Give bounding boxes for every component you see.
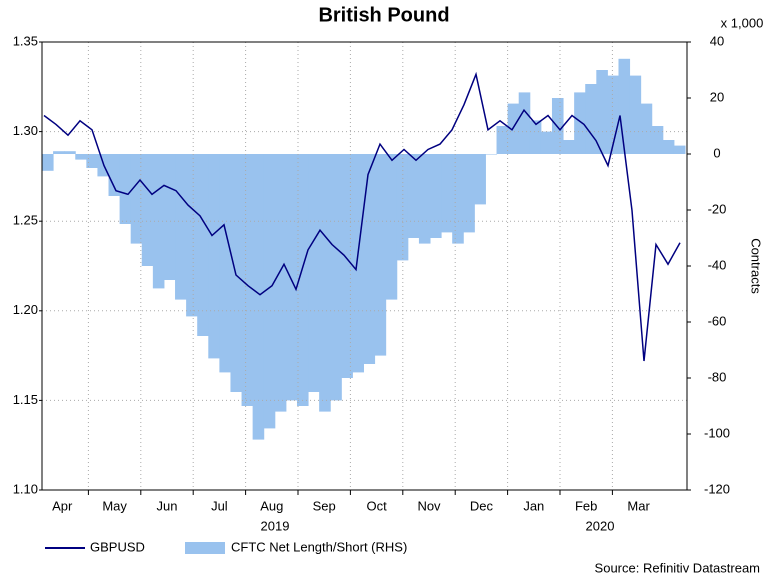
- y2-axis-title: Contracts: [749, 238, 764, 294]
- x-tick-label: Aug: [260, 498, 283, 513]
- y2-tick-label: -80: [708, 369, 727, 384]
- y2-tick-label: 0: [713, 145, 720, 160]
- cftc-step: [163, 154, 176, 280]
- year-label: 2020: [586, 518, 615, 533]
- cftc-step: [296, 154, 309, 406]
- x-tick-label: Apr: [52, 498, 73, 513]
- x-tick-label: Oct: [366, 498, 387, 513]
- cftc-step: [219, 154, 231, 373]
- cftc-step: [352, 154, 364, 373]
- cftc-step: [396, 154, 409, 261]
- cftc-step: [197, 154, 209, 336]
- x-tick-label: Nov: [417, 498, 441, 513]
- x-tick-label: Dec: [470, 498, 494, 513]
- cftc-step: [53, 151, 65, 154]
- cftc-step: [407, 154, 420, 238]
- y2-tick-label: -60: [708, 313, 727, 328]
- cftc-step: [574, 92, 586, 154]
- cftc-step: [119, 154, 132, 224]
- legend-label: CFTC Net Length/Short (RHS): [231, 539, 407, 554]
- cftc-step: [629, 75, 642, 154]
- cftc-step: [418, 154, 431, 244]
- cftc-step: [241, 154, 254, 406]
- cftc-step: [485, 154, 498, 155]
- legend-area: [185, 542, 225, 554]
- x-tick-label: Jun: [157, 498, 178, 513]
- y2-tick-label: 40: [710, 33, 724, 48]
- cftc-step: [175, 154, 187, 300]
- y2-tick-label: 20: [710, 89, 724, 104]
- cftc-step: [529, 120, 542, 154]
- cftc-step: [141, 154, 154, 266]
- source: Source: Refinitiv Datastream: [595, 560, 760, 575]
- cftc-step: [640, 103, 653, 154]
- cftc-step: [186, 154, 198, 317]
- y2-unit: x 1,000: [721, 15, 764, 30]
- cftc-step: [385, 154, 398, 300]
- gbpusd-line: [43, 71, 681, 362]
- legend-label: GBPUSD: [90, 539, 145, 554]
- cftc-step: [363, 154, 376, 364]
- y-tick-label: 1.20: [13, 302, 38, 317]
- cftc-step: [208, 154, 220, 359]
- cftc-step: [563, 140, 575, 154]
- cftc-step: [75, 154, 87, 160]
- cftc-step: [441, 154, 453, 233]
- y2-tick-label: -120: [704, 481, 730, 496]
- cftc-step: [108, 154, 121, 196]
- cftc-step: [540, 131, 553, 154]
- chart-title: British Pound: [318, 4, 449, 26]
- y-tick-label: 1.35: [13, 33, 38, 48]
- cftc-step: [463, 154, 475, 233]
- cftc-step: [452, 154, 464, 244]
- x-tick-label: Mar: [627, 498, 650, 513]
- cftc-step: [374, 154, 387, 356]
- y-tick-label: 1.10: [13, 481, 38, 496]
- cftc-step: [252, 154, 265, 440]
- cftc-step: [662, 140, 675, 154]
- year-label: 2019: [261, 518, 290, 533]
- cftc-step: [673, 145, 686, 154]
- cftc-step: [430, 154, 442, 238]
- cftc-step: [42, 154, 54, 171]
- cftc-step: [86, 154, 98, 168]
- cftc-step: [496, 126, 509, 154]
- x-tick-label: Jul: [211, 498, 228, 513]
- cftc-step: [518, 92, 531, 154]
- cftc-step: [341, 154, 353, 378]
- x-tick-label: Sep: [313, 498, 336, 513]
- y-tick-label: 1.30: [13, 123, 38, 138]
- cftc-step: [263, 154, 276, 429]
- cftc-step: [130, 154, 143, 244]
- y-tick-label: 1.25: [13, 213, 38, 228]
- cftc-step: [64, 151, 76, 154]
- cftc-step: [319, 154, 331, 412]
- cftc-step: [274, 154, 287, 412]
- cftc-step: [474, 154, 486, 205]
- cftc-step: [308, 154, 320, 392]
- cftc-step: [618, 58, 631, 154]
- cftc-step: [330, 154, 342, 401]
- y2-tick-label: -40: [708, 257, 727, 272]
- x-tick-label: May: [102, 498, 127, 513]
- plot-frame: [41, 41, 688, 491]
- cftc-step: [607, 75, 619, 154]
- cftc-step: [285, 154, 298, 401]
- x-tick-label: Feb: [575, 498, 597, 513]
- y2-tick-label: -100: [704, 425, 730, 440]
- y2-tick-label: -20: [708, 201, 727, 216]
- cftc-step: [596, 70, 608, 154]
- cftc-step: [651, 126, 664, 154]
- cftc-step: [585, 84, 597, 154]
- y-tick-label: 1.15: [13, 392, 38, 407]
- x-tick-label: Jan: [523, 498, 544, 513]
